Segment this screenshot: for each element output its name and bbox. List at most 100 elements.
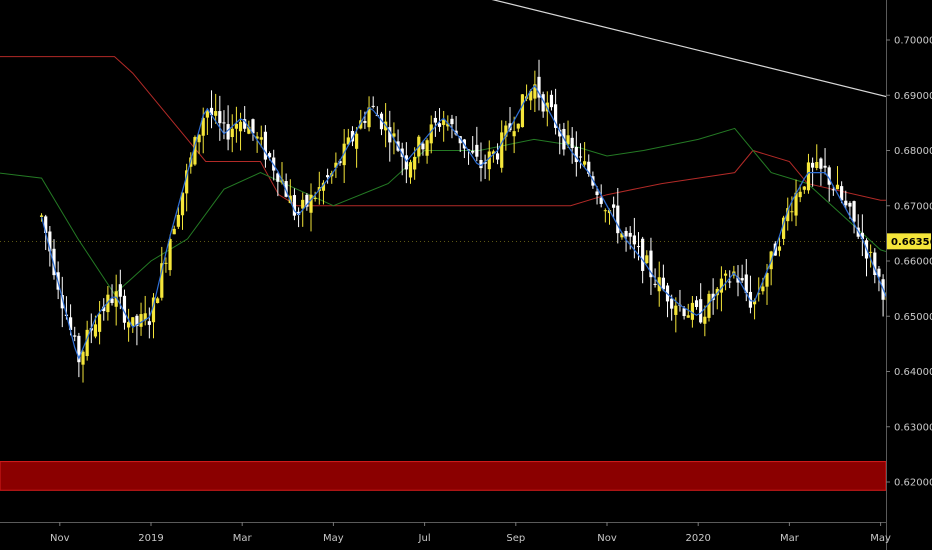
candle-body	[247, 126, 251, 134]
candle-body	[243, 119, 247, 129]
candle-body	[844, 200, 848, 206]
candle	[566, 120, 570, 149]
candle	[674, 297, 678, 333]
candle-body	[682, 308, 686, 317]
candle	[234, 106, 238, 143]
candle	[243, 106, 247, 133]
candle-body	[815, 162, 819, 168]
candle	[794, 179, 798, 227]
candle-body	[877, 268, 881, 277]
candle	[491, 149, 496, 163]
candle-body	[848, 202, 852, 207]
candle-body	[479, 159, 483, 169]
candle-body	[723, 273, 728, 276]
candle-body	[39, 215, 44, 217]
candle	[495, 143, 500, 165]
candle	[185, 163, 189, 212]
candle	[869, 244, 873, 268]
candle-body	[185, 170, 189, 194]
candle-body	[736, 277, 740, 283]
time-tick-label: May	[323, 533, 344, 544]
candle	[379, 111, 384, 136]
candle-body	[529, 90, 533, 101]
candle	[852, 200, 856, 234]
candle	[483, 154, 487, 179]
candle-body	[446, 123, 450, 127]
candle	[616, 187, 620, 244]
candle	[226, 105, 230, 151]
candle	[193, 135, 197, 166]
candle	[661, 264, 665, 292]
candle	[263, 125, 268, 168]
candle-body	[715, 288, 719, 296]
candle	[541, 91, 545, 118]
candle-body	[719, 278, 724, 293]
candle-body	[578, 156, 583, 158]
candle	[786, 197, 790, 231]
candle	[479, 142, 483, 182]
candle-body	[139, 314, 143, 327]
candle	[873, 248, 877, 284]
candle-body	[752, 300, 757, 305]
candle-body	[267, 153, 272, 158]
candle-body	[305, 194, 309, 207]
candle-body	[106, 294, 110, 313]
candle	[835, 166, 840, 190]
candle-body	[553, 104, 558, 128]
candle-body	[172, 228, 176, 235]
candle	[131, 317, 135, 333]
time-tick-label: Jul	[418, 533, 431, 544]
candle-body	[649, 250, 653, 278]
candle-body	[147, 321, 151, 325]
candle	[553, 88, 558, 135]
candle	[164, 257, 168, 273]
candle-body	[537, 76, 541, 98]
candle	[342, 129, 346, 184]
time-tick-label: Sep	[506, 533, 525, 544]
moving-average-layer	[41, 84, 932, 380]
candle-body	[301, 199, 305, 209]
green-cloud-line	[0, 127, 932, 295]
candle	[106, 285, 110, 321]
candle	[259, 125, 263, 148]
candle-body	[68, 317, 73, 330]
candle-body	[707, 293, 711, 318]
candle-body	[218, 111, 222, 124]
candle	[408, 159, 413, 184]
candle	[276, 172, 280, 197]
candle-body	[603, 210, 607, 212]
candle	[97, 301, 102, 345]
candle	[313, 191, 317, 202]
candle	[156, 296, 160, 304]
candle	[135, 314, 139, 346]
candle	[205, 108, 209, 135]
candle	[728, 270, 732, 289]
candle	[632, 217, 636, 259]
candle-body	[777, 246, 782, 251]
candle-body	[413, 156, 417, 170]
candle-body	[156, 298, 160, 304]
candle-body	[533, 84, 537, 99]
candle	[176, 207, 180, 229]
candle-body	[628, 232, 632, 237]
candle	[127, 308, 131, 342]
candle-body	[670, 298, 674, 309]
candle-body	[541, 94, 545, 112]
candle	[690, 296, 694, 328]
candle	[471, 136, 475, 155]
candle-body	[309, 194, 313, 213]
candle	[437, 108, 442, 132]
candle	[703, 305, 707, 337]
candle-body	[209, 107, 214, 116]
candle	[325, 168, 330, 184]
candle-body	[549, 94, 554, 108]
candle-body	[786, 208, 790, 222]
candle-body	[338, 160, 342, 164]
price-tick-label: 0.68000	[894, 146, 932, 157]
candle-body	[350, 130, 355, 142]
candle-body	[483, 161, 487, 164]
candle-body	[860, 232, 864, 240]
candle-body	[869, 251, 873, 253]
candle-body	[325, 175, 330, 178]
